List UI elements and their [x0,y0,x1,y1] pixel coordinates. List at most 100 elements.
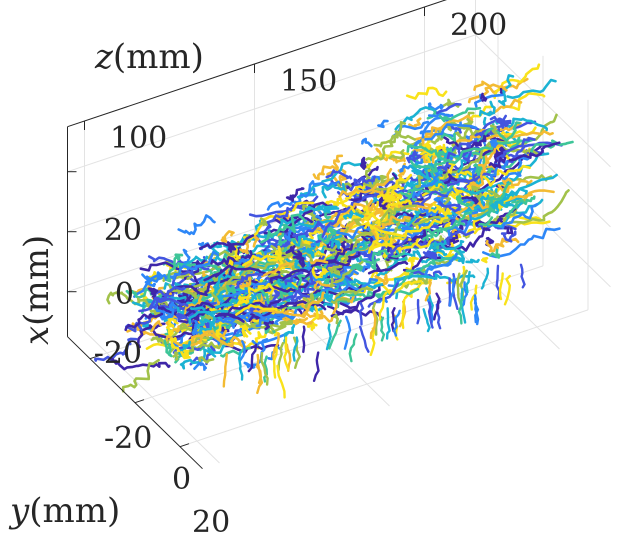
trajectory [260,276,307,295]
trajectory [505,195,536,218]
trajectory [489,247,500,259]
trajectory [292,336,299,362]
trajectory [384,176,427,190]
axis-lines [67,0,447,470]
trajectory [495,264,501,300]
trajectory [489,124,498,135]
trajectory [473,134,487,147]
trajectory [462,152,472,163]
trajectory [343,315,352,350]
trajectory [350,263,364,272]
trajectory [440,132,457,142]
z-tick-label-100: 100 [110,121,167,156]
trajectory [422,211,473,242]
trajectory [237,350,244,381]
trajectory [303,270,318,293]
trajectory [388,184,404,193]
trajectory [369,309,377,340]
trajectory [433,292,441,321]
trajectory [416,167,442,190]
trajectory [466,143,551,193]
trajectory [498,74,515,107]
trajectory [380,316,386,342]
trajectory [191,319,199,334]
trajectory [405,86,448,100]
trajectory [292,252,306,268]
trajectory [426,106,482,123]
trajectory [497,177,533,193]
trajectory [424,278,432,302]
trajectory [312,154,344,181]
trajectory [150,286,186,309]
trajectory [385,307,391,340]
trajectory [147,287,159,300]
trajectory [480,92,488,102]
trajectory [328,319,342,350]
trajectory [400,192,417,201]
trajectory [198,356,215,364]
trajectory [165,317,179,337]
trajectory [303,241,371,270]
trajectory [150,320,163,333]
trajectory [489,138,499,149]
trajectory [392,309,401,337]
y-tick-label-20: 20 [192,505,230,534]
trajectory [239,240,250,255]
trajectory [269,243,354,284]
trajectory [364,205,399,223]
trajectory [168,284,210,299]
trajectory [325,323,332,351]
trajectory [374,273,389,286]
trajectory [318,226,337,244]
trajectory [246,291,325,319]
trajectory [367,282,399,308]
trajectory [371,301,379,336]
trajectory [459,281,469,309]
trajectory [256,362,264,395]
trajectory [259,217,268,227]
trajectory [282,271,304,293]
trajectory [179,348,217,370]
trajectory [332,314,341,327]
trajectory [477,155,490,169]
trajectory [376,190,403,200]
trajectory [382,193,402,203]
trajectory [325,196,345,208]
trajectory [283,323,296,350]
x-tick-label-20: 20 [104,213,142,248]
trajectory [359,249,406,265]
trajectory [436,102,462,115]
trajectory [416,298,421,325]
trajectory [299,180,340,198]
trajectory [175,312,190,322]
y-tick [134,399,145,404]
trajectory [327,254,349,274]
trajectory [353,175,376,185]
trajectory [311,207,357,222]
trajectory [406,150,423,164]
trajectory [367,250,376,262]
trajectory [302,292,315,307]
trajectory [279,290,289,299]
trajectory [369,327,376,357]
trajectory [486,200,496,218]
trajectory [108,357,171,371]
trajectory [306,305,319,331]
trajectory [227,250,302,286]
trajectory [461,195,479,205]
trajectory [424,123,478,141]
trajectory [161,297,177,321]
x-tick-label-minus20: -20 [94,336,142,371]
trajectory [193,361,207,371]
trajectory [234,272,264,289]
trajectory [473,294,480,324]
trajectory [292,318,314,326]
trajectory [456,272,462,306]
trajectory [141,273,156,288]
trajectory [508,189,570,224]
trajectory [178,255,227,273]
trajectory [226,245,242,267]
trajectory [177,214,216,236]
trajectory [285,289,294,302]
trajectory [409,159,438,174]
